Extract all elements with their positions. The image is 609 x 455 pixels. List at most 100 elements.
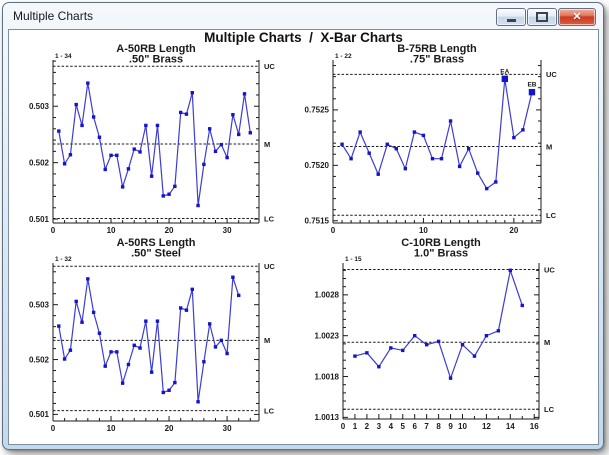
data-point: [109, 153, 113, 158]
x-tick-label: 8: [436, 422, 441, 431]
x-tick-label: 9: [448, 422, 453, 431]
data-point: [91, 115, 96, 119]
data-point: [161, 194, 165, 198]
y-tick-label: 0.503: [29, 102, 50, 111]
minimize-button[interactable]: [496, 8, 526, 26]
y-tick-label: 1.0023: [315, 331, 340, 340]
data-point: [103, 167, 107, 172]
data-point: [225, 155, 229, 160]
data-point: [57, 324, 61, 328]
data-point: [484, 333, 489, 338]
data-point-ea: [501, 75, 509, 83]
x-tick-label: 20: [165, 226, 174, 235]
data-point: [412, 130, 417, 134]
y-tick-label: 0.7525: [305, 106, 330, 115]
window-controls: ✕: [496, 8, 596, 26]
data-point: [436, 339, 441, 344]
control-line-label-lc: LC: [264, 214, 275, 223]
data-point: [521, 128, 525, 132]
control-line-label-lc: LC: [264, 406, 275, 415]
control-line-label-m: M: [264, 140, 270, 149]
data-point: [242, 92, 247, 96]
x-tick-label: 10: [458, 422, 467, 431]
data-point: [138, 346, 142, 350]
page-title: Multiple Charts / X-Bar Charts: [204, 30, 403, 45]
x-tick-label: 0: [51, 226, 56, 235]
x-tick-label: 30: [223, 226, 232, 235]
y-tick-label: 0.7520: [305, 161, 330, 170]
data-point: [68, 348, 73, 352]
chart-title: A-50RS Length: [117, 237, 196, 249]
data-point: [207, 322, 212, 326]
data-point: [377, 365, 381, 369]
data-point: [109, 350, 113, 354]
data-point: [219, 338, 223, 343]
data-point: [184, 308, 189, 312]
y-tick-label: 1.0028: [315, 291, 340, 300]
chart-a50rs-length: A-50RS Length.50" Steel 1 - 32 0.501 0.502 0…: [29, 237, 275, 433]
data-point: [421, 133, 426, 138]
data-point: [184, 112, 189, 116]
data-point: [496, 329, 501, 333]
data-point: [161, 390, 165, 395]
chart-range-label: 1 - 22: [335, 53, 352, 60]
window-title: Multiple Charts: [13, 9, 94, 23]
close-button[interactable]: ✕: [558, 8, 596, 26]
y-tick-label: 0.501: [29, 215, 50, 224]
maximize-button[interactable]: [527, 8, 557, 26]
data-point: [202, 162, 206, 167]
y-tick-label: 0.501: [29, 410, 50, 419]
y-tick-label: 1.0013: [315, 413, 340, 422]
control-line-label-lc: LC: [544, 405, 555, 414]
data-point: [97, 135, 102, 139]
data-point: [213, 345, 218, 349]
data-point: [74, 299, 78, 304]
data-point: [190, 91, 194, 95]
data-point: [120, 185, 125, 189]
chart-subtitle: .75" Brass: [410, 54, 464, 66]
data-point: [196, 203, 200, 208]
control-line-label-m: M: [264, 336, 270, 345]
window-titlebar[interactable]: Multiple Charts ✕: [3, 3, 603, 28]
data-point: [80, 320, 84, 324]
data-line: [354, 268, 523, 381]
x-tick-label: 14: [506, 422, 515, 431]
data-point: [508, 268, 513, 273]
data-point: [225, 351, 229, 356]
data-point: [190, 287, 194, 292]
data-point: [149, 370, 154, 374]
data-point: [448, 376, 453, 380]
app-window: Multiple Charts ✕ Multiple Charts / X-Ba…: [2, 2, 604, 450]
data-point: [403, 166, 408, 171]
data-point: [149, 174, 154, 178]
data-point-eb: [528, 88, 536, 96]
data-point: [236, 132, 241, 137]
control-line-label-lc: LC: [546, 211, 557, 220]
y-tick-label: 0.502: [29, 355, 50, 364]
y-tick-label: 0.7515: [305, 217, 330, 226]
chart-subtitle: .50" Brass: [129, 54, 183, 66]
chart-range-label: 1 - 15: [345, 256, 362, 263]
data-point: [167, 192, 171, 196]
data-point: [213, 149, 218, 154]
data-point: [475, 171, 480, 175]
y-tick-label: 1.0018: [315, 372, 340, 381]
x-tick-label: 30: [223, 424, 232, 433]
x-tick-label: 20: [165, 424, 174, 433]
x-tick-label: 3: [377, 422, 382, 431]
data-point: [178, 306, 183, 310]
data-point: [68, 153, 73, 157]
minimize-icon: [506, 18, 516, 22]
data-point: [389, 346, 393, 350]
data-point: [236, 293, 241, 298]
x-tick-label: 20: [509, 226, 518, 235]
data-point: [219, 142, 223, 147]
y-tick-label: 0.502: [29, 158, 50, 167]
x-tick-label: 0: [341, 422, 346, 431]
data-point: [231, 113, 235, 117]
data-point: [485, 186, 489, 191]
data-point: [385, 142, 389, 146]
data-point: [126, 167, 131, 171]
data-point: [86, 81, 90, 85]
data-point: [394, 147, 399, 151]
